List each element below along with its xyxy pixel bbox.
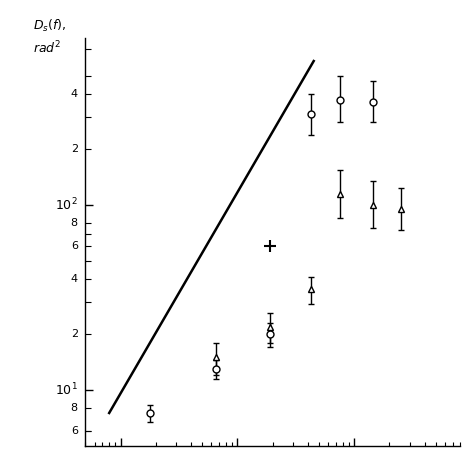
Text: 2: 2 [71,144,78,154]
Text: $rad^2$: $rad^2$ [33,40,61,56]
Text: 2: 2 [71,329,78,339]
Text: 4: 4 [71,273,78,283]
Text: 6: 6 [71,426,78,436]
Text: 4: 4 [71,89,78,99]
Text: 8: 8 [71,218,78,228]
Text: $10^1$: $10^1$ [55,382,78,398]
Text: $10^2$: $10^2$ [55,197,78,213]
Text: 8: 8 [71,403,78,413]
Text: 6: 6 [71,241,78,251]
Text: $D_s(f),$: $D_s(f),$ [33,18,66,34]
